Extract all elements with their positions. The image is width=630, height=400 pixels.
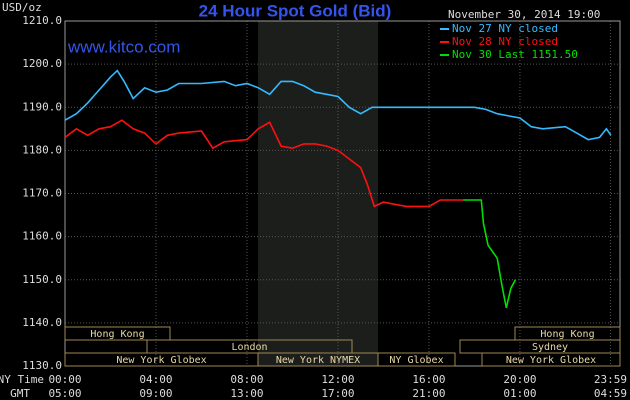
x-tick-label: 08:00 bbox=[230, 373, 263, 386]
y-tick-label: 1140.0 bbox=[22, 316, 62, 329]
x-tick-label: 16:00 bbox=[412, 373, 445, 386]
y-tick-label: 1190.0 bbox=[22, 100, 62, 113]
timestamp: November 30, 2014 19:00 bbox=[448, 8, 600, 21]
x2-tick-label: 01:00 bbox=[503, 387, 536, 400]
x-tick-label: 20:00 bbox=[503, 373, 536, 386]
chart-title: 24 Hour Spot Gold (Bid) bbox=[199, 1, 392, 20]
y-tick-label: 1210.0 bbox=[22, 14, 62, 27]
session-box bbox=[377, 352, 456, 367]
y-axis-label: USD/oz bbox=[2, 1, 42, 14]
x2-tick-label: 05:00 bbox=[48, 387, 81, 400]
x-tick-label: 00:00 bbox=[48, 373, 81, 386]
session-box bbox=[481, 352, 621, 367]
session-box bbox=[64, 326, 171, 341]
source: www.kitco.com bbox=[67, 37, 180, 56]
x2-tick-label: 13:00 bbox=[230, 387, 263, 400]
x-tick-label: 04:00 bbox=[139, 373, 172, 386]
y-tick-label: 1160.0 bbox=[22, 230, 62, 243]
price-line bbox=[463, 199, 517, 308]
x2-tick-label: 04:59 bbox=[594, 387, 627, 400]
y-tick-label: 1200.0 bbox=[22, 57, 62, 70]
x2-tick-label: 09:00 bbox=[139, 387, 172, 400]
session-label: NY Globex bbox=[389, 355, 443, 366]
x-axis-label: NY Time bbox=[0, 373, 44, 386]
price-line bbox=[64, 119, 464, 208]
session-label: Hong Kong bbox=[540, 329, 594, 340]
x-tick-label: 23:59 bbox=[594, 373, 627, 386]
y-tick-label: 1180.0 bbox=[22, 143, 62, 156]
x2-tick-label: 17:00 bbox=[321, 387, 354, 400]
legend-label: Nov 27 NY closed bbox=[452, 22, 558, 35]
session-label: London bbox=[231, 342, 267, 353]
session-label: New York NYMEX bbox=[276, 355, 360, 366]
y-tick-label: 1130.0 bbox=[22, 359, 62, 372]
y-tick-label: 1150.0 bbox=[22, 273, 62, 286]
y-tick-label: 1170.0 bbox=[22, 187, 62, 200]
legend-label: Nov 28 NY closed bbox=[452, 35, 558, 48]
x-tick-label: 12:00 bbox=[321, 373, 354, 386]
x2-tick-label: 21:00 bbox=[412, 387, 445, 400]
x2-axis-label: GMT bbox=[10, 387, 30, 400]
session-label: New York Globex bbox=[116, 355, 206, 366]
legend-label: Nov 30 Last 1151.50 bbox=[452, 48, 578, 61]
session-label: Hong Kong bbox=[90, 329, 144, 340]
session-label: Sydney bbox=[532, 342, 568, 353]
session-label: New York Globex bbox=[506, 355, 596, 366]
price-line bbox=[64, 69, 612, 141]
